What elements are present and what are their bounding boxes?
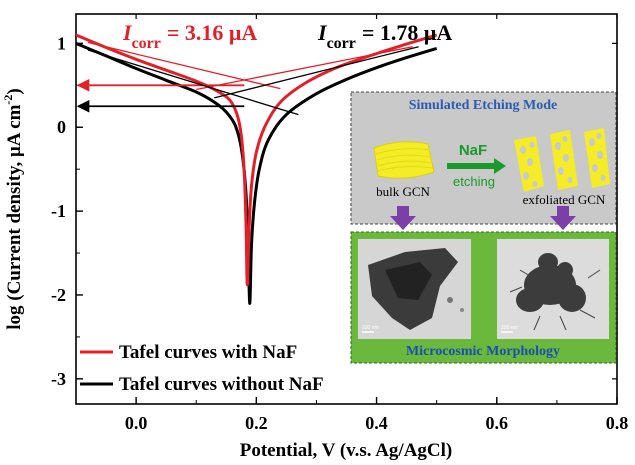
bulk-gcn-label: bulk GCN <box>376 184 430 199</box>
exfoliated-gcn-illustration <box>514 128 610 192</box>
tafel-curves <box>76 33 438 305</box>
svg-text:200 nm: 200 nm <box>362 325 379 331</box>
plot-frame <box>75 13 618 405</box>
x-tick-label: 0.4 <box>365 413 388 433</box>
curve-with-naf <box>76 33 438 287</box>
x-axis-title: Potential, V (v.s. Ag/AgCl) <box>240 440 453 461</box>
icorr-black-label: Icorr = 1.78 μA <box>317 20 452 52</box>
tafel-fit-line-red <box>196 46 413 91</box>
y-tick-label: -1 <box>51 201 66 221</box>
etching-arrow <box>447 158 506 174</box>
tafel-fit-lines <box>76 41 419 116</box>
svg-text:200 nm: 200 nm <box>501 325 518 331</box>
y-tick-label: 1 <box>57 33 66 53</box>
x-tick-label: 0.2 <box>245 413 268 433</box>
legend-label-with-naf: Tafel curves with NaF <box>119 342 297 363</box>
y-tick-label: -3 <box>51 369 66 389</box>
legend-label-without-naf: Tafel curves without NaF <box>119 374 324 395</box>
tafel-fit-line-black <box>214 46 419 99</box>
legend: Tafel curves with NaF Tafel curves witho… <box>80 342 324 395</box>
y-tick-label: -2 <box>51 285 66 305</box>
x-tick-label: 0.8 <box>606 413 629 433</box>
tafel-fit-line-black <box>87 49 299 116</box>
tafel-fit-line-red <box>87 41 281 90</box>
x-tick-label: 0.0 <box>125 413 148 433</box>
x-tick-label: 0.6 <box>486 413 509 433</box>
y-axis-title: log (Current density, μA cm-2) <box>1 88 25 330</box>
y-tick-label: 0 <box>57 117 66 137</box>
down-arrow-right <box>550 206 576 230</box>
icorr-red-label: Icorr = 3.16 μA <box>122 20 257 52</box>
naf-reagent-label: NaF <box>459 142 487 159</box>
inset-panel: Simulated Etching Mode bulk GCN NaF etch… <box>350 91 617 364</box>
tem-image-exfoliated: 200 nm <box>497 239 609 339</box>
etching-mode-title: Simulated Etching Mode <box>409 98 558 113</box>
etching-label: etching <box>453 174 495 189</box>
x-axis: 0.0 0.2 0.4 0.6 0.8 <box>75 14 629 433</box>
exfoliated-gcn-label: exfoliated GCN <box>523 192 606 207</box>
down-arrow-left <box>390 206 416 230</box>
bulk-gcn-illustration <box>373 141 435 179</box>
morphology-title: Microcosmic Morphology <box>406 344 560 359</box>
tem-image-bulk: 200 nm <box>358 239 471 339</box>
